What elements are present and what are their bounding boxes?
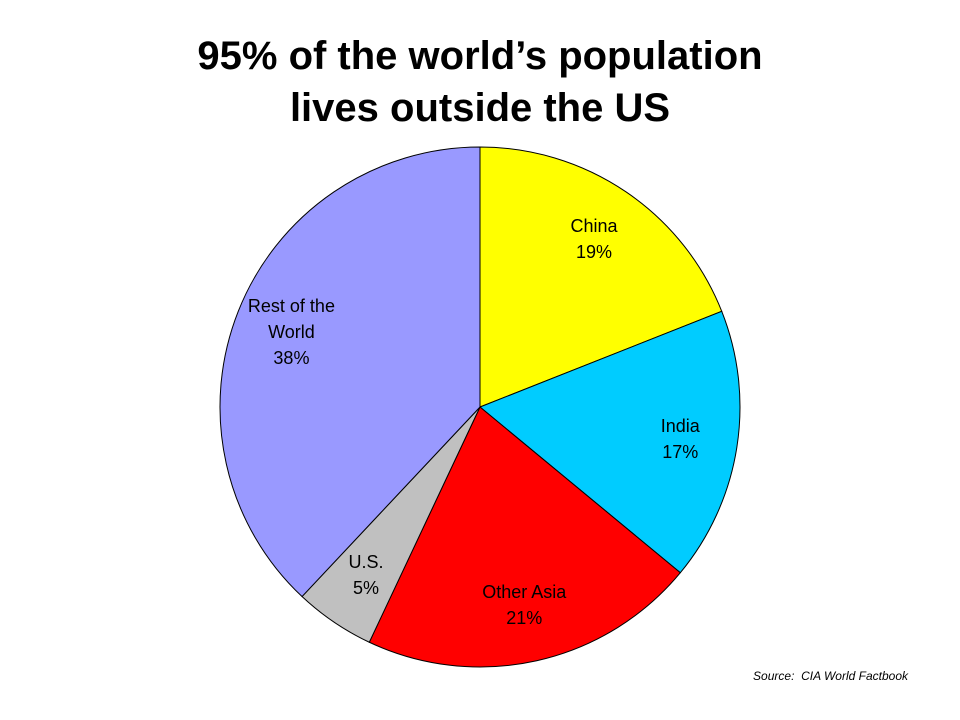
slice-name: U.S.: [348, 551, 384, 572]
slice-name: Rest of the World: [247, 296, 335, 343]
slice-label: India 17%: [620, 413, 740, 465]
source-note: Source: CIA World Factbook: [753, 669, 908, 683]
slice-name: Other Asia: [482, 581, 567, 602]
pie-slice: [219, 146, 481, 598]
slice-label: Other Asia 21%: [464, 579, 584, 631]
slice-label: China 19%: [534, 213, 654, 265]
pie-slice: [368, 406, 682, 668]
pie-slice: [479, 310, 741, 574]
slice-value: 5%: [352, 577, 379, 598]
slice-label: Rest of the World 38%: [231, 293, 351, 371]
slice-value: 21%: [506, 607, 543, 628]
chart-title: 95% of the world’s population lives outs…: [197, 34, 763, 130]
slice-name: China: [570, 216, 618, 237]
slice-value: 17%: [662, 441, 699, 462]
slice-label: U.S. 5%: [306, 549, 426, 601]
slice-value: 38%: [273, 348, 310, 369]
pie-slice: [479, 146, 723, 408]
slice-value: 19%: [575, 242, 612, 263]
slice-name: India: [660, 415, 700, 436]
